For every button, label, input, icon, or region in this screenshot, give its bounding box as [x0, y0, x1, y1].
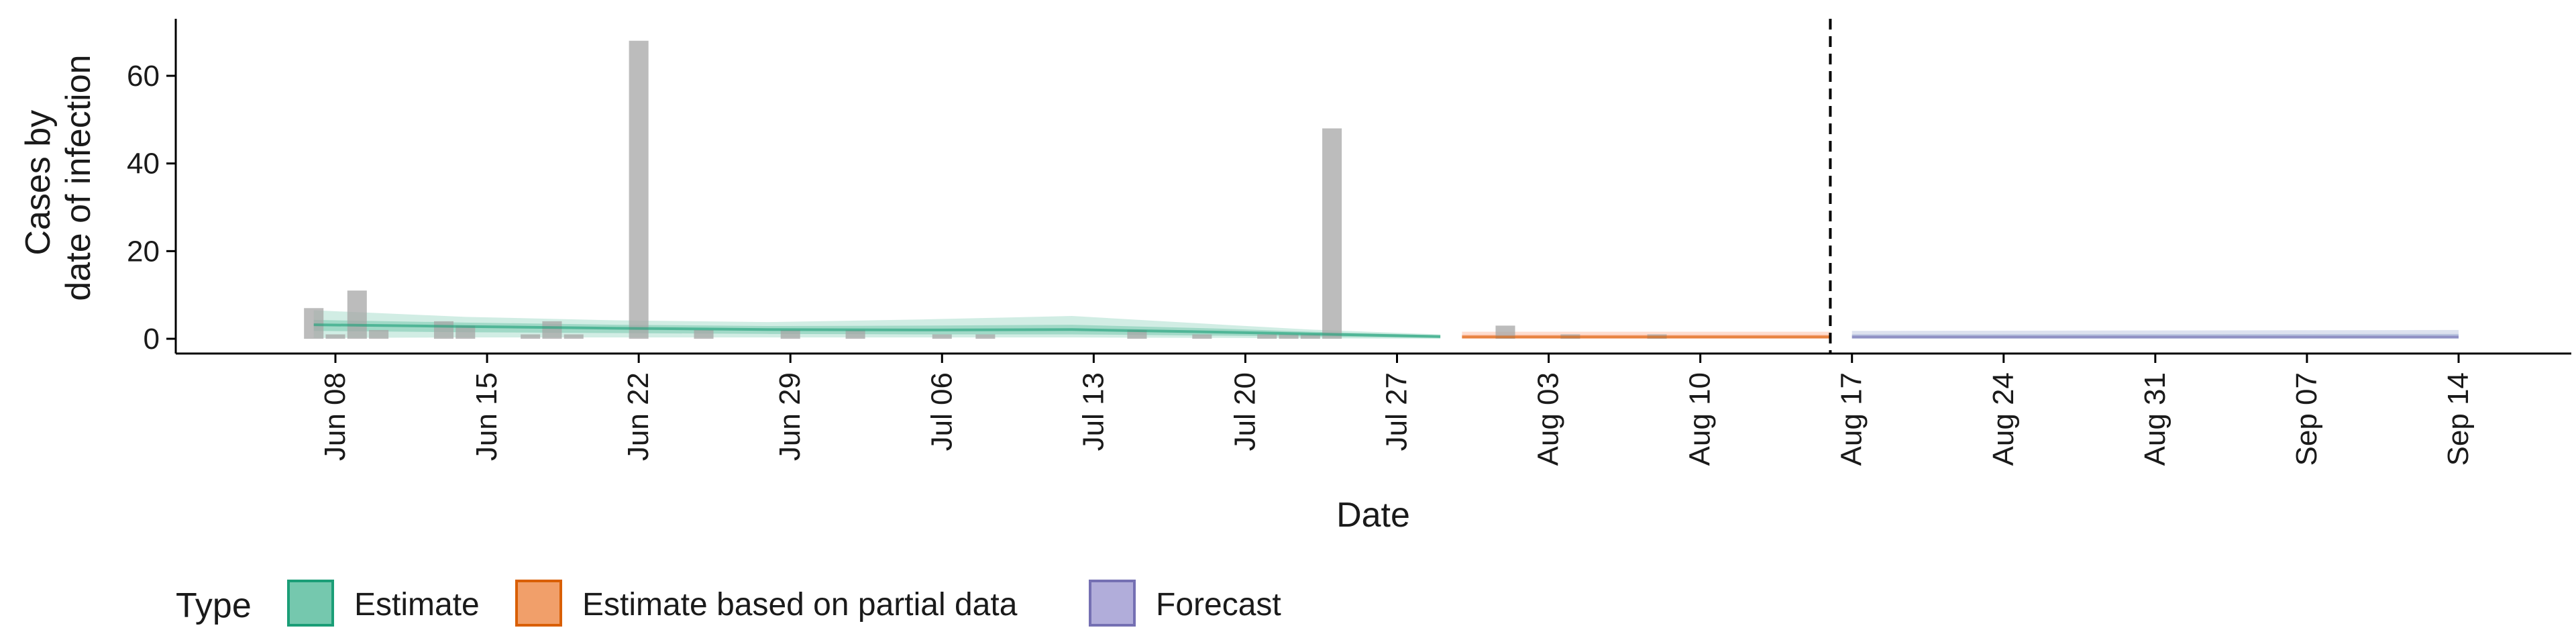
- y-tick-label-3: 60: [127, 60, 160, 93]
- x-tick-label-5: Jul 13: [1077, 372, 1110, 451]
- case-bar-3: [369, 329, 389, 339]
- median-line-series-0: [313, 323, 1441, 338]
- case-bar-10: [694, 329, 714, 339]
- x-tick-label-6: Jul 20: [1228, 372, 1261, 451]
- x-axis-label: Date: [1336, 496, 1410, 535]
- x-ticks: Jun 08 Jun 15 Jun 22 Jun 29 Jul 06 Jul 13 Jul …: [319, 354, 2475, 466]
- x-tick-label-9: Aug 10: [1684, 372, 1717, 466]
- case-bar-18: [1279, 334, 1299, 339]
- case-bar-17: [1257, 334, 1277, 339]
- legend-key-2: [1089, 580, 1136, 627]
- x-tick-label-2: Jun 22: [622, 372, 655, 461]
- x-tick-label-4: Jul 06: [925, 372, 958, 451]
- x-tick-label-11: Aug 24: [1987, 372, 2020, 466]
- case-bar-14: [975, 334, 996, 339]
- legend: Type Estimate Estimate based on partial d…: [176, 580, 1281, 627]
- legend-label-1: Estimate based on partial data: [582, 587, 1018, 623]
- case-bar-16: [1192, 334, 1212, 339]
- case-bar-0: [304, 308, 324, 339]
- case-bar-7: [542, 321, 562, 339]
- y-ticks: 0 20 40 60: [127, 60, 176, 356]
- x-tick-label-10: Aug 17: [1835, 372, 1868, 466]
- median-lines: [313, 323, 2459, 339]
- case-bar-9: [629, 40, 649, 339]
- reported-case-bars: [304, 40, 1667, 339]
- y-tick-label-2: 40: [127, 148, 160, 180]
- legend-title: Type: [176, 586, 252, 625]
- case-bar-5: [455, 325, 476, 339]
- y-tick-label-1: 20: [127, 235, 160, 268]
- x-tick-label-12: Aug 31: [2139, 372, 2171, 466]
- legend-label-2: Forecast: [1156, 587, 1281, 623]
- legend-label-0: Estimate: [354, 587, 480, 623]
- x-tick-label-1: Jun 15: [470, 372, 503, 461]
- y-axis-label-line-1: Cases by: [19, 110, 58, 256]
- case-bar-13: [932, 334, 952, 339]
- case-bar-20: [1322, 128, 1342, 339]
- legend-key-0: [287, 580, 334, 627]
- axes: [174, 19, 2571, 355]
- case-bar-19: [1300, 334, 1320, 339]
- x-tick-label-0: Jun 08: [319, 372, 352, 461]
- x-tick-label-3: Jun 29: [773, 372, 806, 461]
- y-axis-label: Cases by date of infection: [19, 54, 98, 301]
- case-bar-15: [1127, 329, 1147, 339]
- legend-key-1: [515, 580, 562, 627]
- case-bar-4: [433, 321, 454, 339]
- y-tick-label-0: 0: [144, 323, 160, 356]
- case-bar-12: [845, 329, 865, 339]
- case-bar-11: [780, 329, 800, 339]
- y-axis-label-line-2: date of infection: [59, 54, 98, 301]
- case-bar-8: [564, 334, 584, 339]
- case-bar-2: [347, 290, 367, 339]
- x-tick-label-14: Sep 14: [2442, 372, 2475, 466]
- case-bar-21: [1495, 325, 1515, 339]
- x-tick-label-7: Jul 27: [1381, 372, 1413, 451]
- case-bar-6: [521, 334, 541, 339]
- x-tick-label-8: Aug 03: [1532, 372, 1565, 466]
- x-tick-label-13: Sep 07: [2290, 372, 2323, 466]
- case-bar-1: [325, 334, 345, 339]
